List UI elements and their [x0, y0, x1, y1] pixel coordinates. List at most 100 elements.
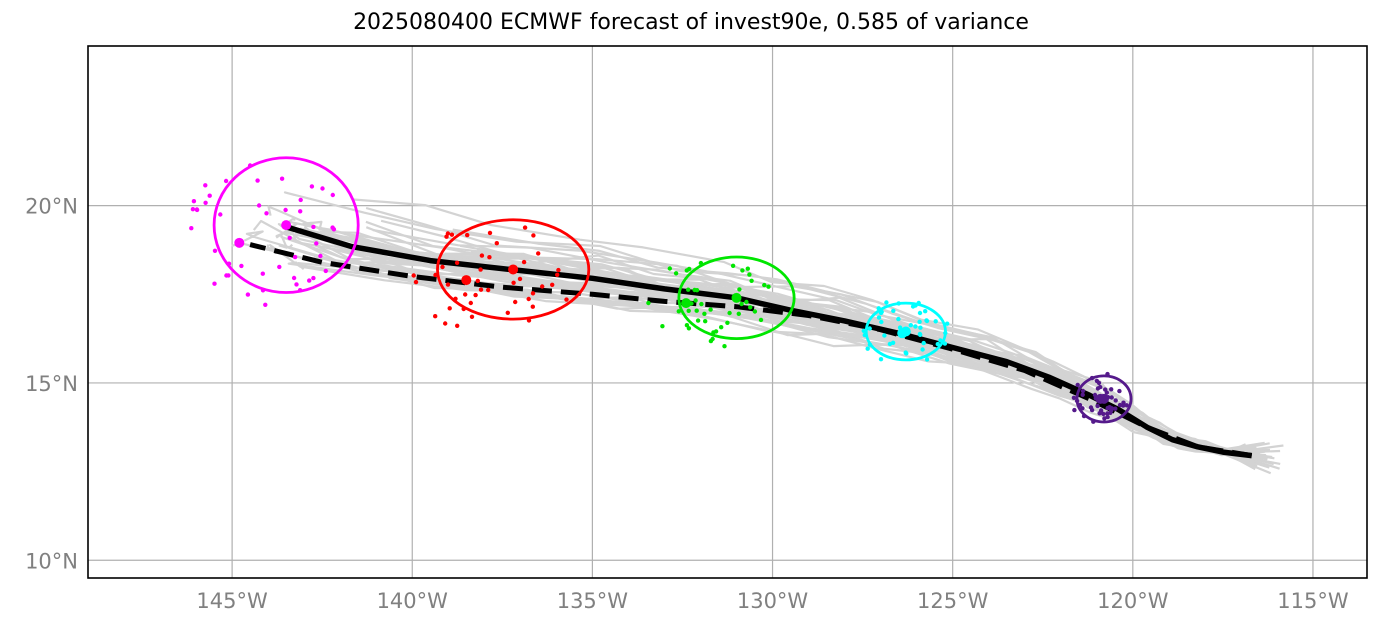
ensemble-track	[353, 198, 1257, 459]
cluster-point	[1105, 411, 1110, 416]
cluster-point	[469, 314, 475, 319]
ensemble-track	[275, 228, 1258, 468]
x-tick-labels: 145°W 140°W 135°W 130°W 125°W 120°W 115°W	[196, 589, 1348, 613]
x-tick-label: 140°W	[377, 589, 449, 613]
cluster-point	[433, 314, 438, 319]
cluster-point	[660, 324, 665, 329]
cluster-point	[673, 271, 679, 276]
cluster-point	[475, 278, 480, 284]
cluster-ellipse	[1075, 374, 1133, 424]
cluster-point	[194, 207, 200, 213]
cluster-point	[1098, 410, 1104, 415]
cluster-point	[190, 207, 196, 212]
cluster-point	[694, 308, 699, 313]
cluster-point	[719, 325, 724, 330]
cluster-point	[747, 272, 752, 277]
cluster-point	[294, 282, 299, 287]
cluster-point	[263, 302, 268, 307]
cluster-point	[1105, 405, 1110, 411]
cluster-point	[487, 230, 493, 236]
cluster-point	[896, 316, 901, 322]
cluster	[189, 156, 360, 307]
cluster-point	[413, 279, 419, 285]
cluster-point	[752, 309, 758, 314]
cluster-point	[521, 259, 527, 265]
cluster-point	[189, 226, 194, 231]
cluster-point	[745, 266, 750, 271]
cluster-point	[218, 212, 223, 217]
cluster-point	[463, 292, 468, 297]
cluster-point	[530, 291, 536, 296]
cluster-point	[487, 255, 492, 260]
cluster-point	[203, 200, 208, 205]
ensemble-track	[313, 243, 1274, 466]
cluster-point	[667, 266, 672, 271]
ensemble-track	[278, 234, 1265, 452]
cluster-point	[708, 307, 713, 312]
cluster-point	[298, 197, 303, 203]
cluster-ellipse	[212, 156, 360, 294]
cluster	[1071, 371, 1133, 424]
cluster-point	[725, 320, 730, 325]
cluster-point	[277, 264, 282, 270]
cluster-point	[865, 346, 870, 351]
cluster-point	[1075, 382, 1080, 388]
cluster-point	[908, 323, 913, 328]
cluster-point	[455, 323, 460, 328]
cluster-point	[440, 264, 445, 270]
cluster-point	[1095, 403, 1100, 409]
cluster-ellipse	[677, 255, 796, 341]
ensemble-track	[243, 230, 1259, 461]
y-tick-label: 20°N	[25, 195, 78, 219]
cluster-point	[1080, 388, 1086, 394]
cluster-point	[309, 184, 315, 189]
cluster-point	[255, 178, 260, 183]
x-tick-label: 120°W	[1097, 589, 1169, 613]
ensemble-tracks	[231, 191, 1284, 475]
cluster-point	[924, 318, 929, 323]
x-tick-label: 135°W	[557, 589, 629, 613]
cluster-point	[879, 319, 884, 325]
cluster-point	[945, 321, 950, 326]
cluster-point	[494, 241, 499, 246]
cluster-point	[739, 301, 744, 307]
cluster-point	[550, 282, 555, 287]
cluster-point	[903, 350, 908, 355]
cluster-point	[478, 287, 484, 292]
cluster-point	[245, 292, 251, 297]
cluster-point	[713, 329, 719, 334]
cluster-point	[646, 300, 651, 306]
map-title: 2025080400 ECMWF forecast of invest90e, …	[353, 10, 1029, 35]
ensemble-track	[410, 275, 1243, 457]
cluster-point	[1109, 395, 1114, 400]
cluster-point	[444, 234, 449, 239]
cluster-point	[307, 278, 312, 283]
cluster-point	[1117, 402, 1123, 408]
cluster-point	[693, 298, 698, 303]
cluster-mean	[897, 328, 908, 339]
cluster-point	[207, 193, 212, 198]
cluster-point	[292, 254, 298, 260]
cluster-point	[330, 225, 335, 230]
ensemble-track	[306, 230, 1257, 454]
mean-track	[285, 224, 1253, 459]
cluster	[646, 255, 796, 349]
cluster-point	[933, 319, 938, 324]
cluster-point	[710, 336, 715, 342]
cluster-point	[703, 319, 708, 324]
cluster-point	[449, 232, 455, 237]
cluster-point	[226, 273, 231, 278]
cluster-center	[731, 292, 742, 303]
x-tick-label: 130°W	[737, 589, 809, 613]
cluster-point	[212, 248, 218, 253]
x-tick-label: 115°W	[1277, 589, 1349, 613]
cluster-mean	[461, 275, 472, 286]
cluster-point	[1072, 407, 1077, 413]
cluster-point	[447, 306, 452, 311]
cluster-point	[526, 296, 531, 302]
cluster-point	[686, 287, 691, 292]
cluster-point	[314, 241, 319, 246]
cluster-point	[531, 233, 536, 238]
cluster-point	[556, 267, 561, 273]
cluster-point	[1080, 392, 1085, 397]
